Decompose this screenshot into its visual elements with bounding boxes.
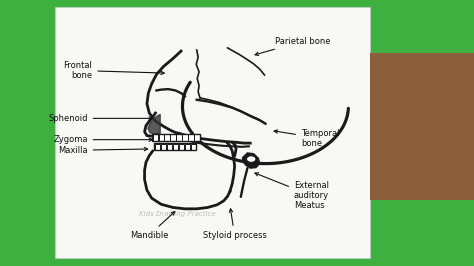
Ellipse shape [246,156,256,162]
Bar [152,134,200,141]
Polygon shape [243,153,260,168]
Bar [176,134,182,141]
Bar [158,134,164,141]
Bar [173,144,178,150]
Bar [179,144,184,150]
Bar [188,134,193,141]
Bar [164,134,170,141]
FancyBboxPatch shape [55,7,370,258]
Polygon shape [148,114,160,134]
Bar [171,134,176,141]
Text: Temporal
bone: Temporal bone [274,129,339,148]
Text: External
auditory
Meatus: External auditory Meatus [255,173,329,210]
Bar [155,144,160,150]
Bar [185,144,190,150]
Bar [161,144,166,150]
Text: Maxilla: Maxilla [58,146,148,155]
Bar [182,134,188,141]
Text: Mandible: Mandible [130,211,175,240]
Bar [167,144,173,150]
Bar [153,134,158,141]
Text: Zygoma: Zygoma [53,135,153,144]
Text: Styloid process: Styloid process [203,209,266,240]
Text: Kids Drawing Practice: Kids Drawing Practice [139,211,216,217]
Text: Sphenoid: Sphenoid [48,114,153,123]
FancyBboxPatch shape [370,53,474,200]
Bar [191,144,196,150]
Text: Frontal
bone: Frontal bone [64,61,164,80]
Bar [194,134,200,141]
Bar [154,143,196,150]
Text: Parietal bone: Parietal bone [255,37,330,55]
